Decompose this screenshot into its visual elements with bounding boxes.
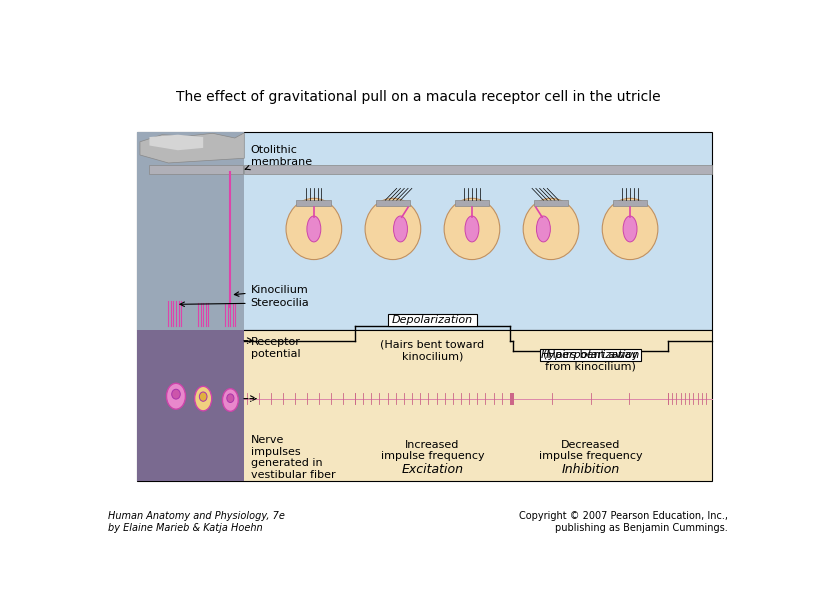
Text: The effect of gravitational pull on a macula receptor cell in the utricle: The effect of gravitational pull on a ma… <box>176 90 660 104</box>
Ellipse shape <box>365 198 421 259</box>
Ellipse shape <box>223 389 238 411</box>
FancyBboxPatch shape <box>540 349 641 361</box>
Text: Otolithic
membrane: Otolithic membrane <box>245 145 312 170</box>
Ellipse shape <box>623 216 637 242</box>
Ellipse shape <box>536 216 550 242</box>
Bar <box>455 200 490 206</box>
Polygon shape <box>140 133 244 163</box>
Ellipse shape <box>227 394 234 403</box>
Text: Stereocilia: Stereocilia <box>180 298 309 308</box>
Text: Nerve
impulses
generated in
vestibular fiber: Nerve impulses generated in vestibular f… <box>251 435 335 480</box>
Text: Hyperpolarization: Hyperpolarization <box>541 350 641 360</box>
Ellipse shape <box>195 386 211 411</box>
Text: Increased
impulse frequency: Increased impulse frequency <box>380 439 484 461</box>
Bar <box>296 200 331 206</box>
Text: Depolarization: Depolarization <box>392 315 473 325</box>
Ellipse shape <box>307 216 321 242</box>
Ellipse shape <box>166 383 185 409</box>
Text: Decreased
impulse frequency: Decreased impulse frequency <box>539 439 642 461</box>
Polygon shape <box>137 330 712 481</box>
Ellipse shape <box>523 198 579 259</box>
Ellipse shape <box>286 198 342 259</box>
Text: Inhibition: Inhibition <box>561 463 619 476</box>
Polygon shape <box>137 330 244 481</box>
Polygon shape <box>137 132 712 330</box>
Bar <box>244 165 712 174</box>
Ellipse shape <box>393 216 407 242</box>
Text: (Hairs bent toward
kinocilium): (Hairs bent toward kinocilium) <box>380 340 485 361</box>
Polygon shape <box>137 132 244 330</box>
Ellipse shape <box>171 389 180 399</box>
Ellipse shape <box>199 392 207 401</box>
Text: Excitation: Excitation <box>401 463 463 476</box>
Bar <box>375 200 410 206</box>
FancyBboxPatch shape <box>388 314 477 326</box>
Bar <box>149 165 243 174</box>
Text: Kinocilium: Kinocilium <box>234 285 308 296</box>
Text: Human Anatomy and Physiology, 7e
by Elaine Marieb & Katja Hoehn: Human Anatomy and Physiology, 7e by Elai… <box>109 511 286 533</box>
Text: Receptor
potential: Receptor potential <box>251 337 300 359</box>
Bar <box>534 200 569 206</box>
Bar <box>613 200 647 206</box>
Text: (Hairs bent away
from kinocilium): (Hairs bent away from kinocilium) <box>543 350 638 371</box>
Text: Copyright © 2007 Pearson Education, Inc.,
publishing as Benjamin Cummings.: Copyright © 2007 Pearson Education, Inc.… <box>519 511 728 533</box>
Polygon shape <box>149 135 203 151</box>
Ellipse shape <box>444 198 499 259</box>
Ellipse shape <box>465 216 479 242</box>
Ellipse shape <box>602 198 658 259</box>
